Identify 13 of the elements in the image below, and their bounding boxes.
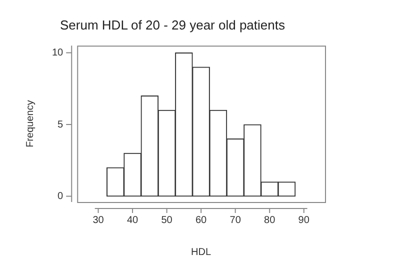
x-tick-label: 70 [230, 214, 242, 226]
y-tick-label: 0 [58, 191, 64, 202]
y-tick-label: 10 [52, 48, 64, 59]
x-tick-label: 50 [161, 214, 173, 226]
chart-title: Serum HDL of 20 - 29 year old patients [60, 17, 286, 32]
y-axis-title: Frequency [24, 100, 36, 148]
x-tick-label: 90 [298, 214, 310, 226]
x-tick-label: 30 [92, 214, 104, 226]
x-axis-title: HDL [191, 246, 212, 258]
x-tick-label: 60 [196, 214, 208, 226]
x-tick-label: 80 [264, 214, 276, 226]
y-tick-label: 5 [58, 119, 64, 130]
x-tick-label: 40 [126, 214, 139, 226]
